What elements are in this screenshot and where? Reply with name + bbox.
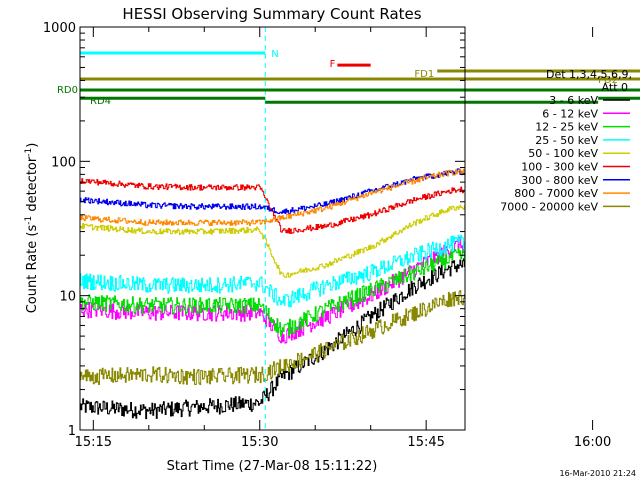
legend-label-7: 300 - 800 keV bbox=[521, 174, 598, 187]
y-axis-label-sup: -1 bbox=[24, 216, 34, 225]
y-axis-label-tail: detector bbox=[25, 156, 40, 216]
y-axis-label-sup2: -1 bbox=[24, 148, 34, 157]
series-line-5-seg1 bbox=[80, 204, 465, 278]
series-line-1-seg1 bbox=[80, 258, 465, 420]
footer-timestamp: 16-Mar-2010 21:24 bbox=[560, 469, 637, 478]
flag-label-fd2: FD2 bbox=[598, 75, 618, 86]
x-tick-label-3: 15:45 bbox=[407, 435, 444, 450]
axes-layer: 110100100015:1515:3015:4516:0016:1516:30… bbox=[43, 21, 611, 450]
legend-label-9: 7000 - 20000 keV bbox=[500, 200, 598, 213]
legend-header-2: Att 0 bbox=[602, 81, 628, 94]
series-layer bbox=[80, 168, 465, 420]
flag-label-fd1: FD1 bbox=[414, 69, 434, 80]
y-axis-label-end: ) bbox=[25, 143, 40, 148]
legend-header-1: Det 1,3,4,5,6,9, bbox=[546, 68, 632, 81]
y-tick-label-2: 10 bbox=[59, 290, 76, 305]
x-tick-label-1: 15:15 bbox=[75, 435, 112, 450]
flag-label-n: N bbox=[271, 49, 278, 60]
legend-label-2: 6 - 12 keV bbox=[542, 107, 598, 120]
flag-layer: NSFFD1FD2RD0RD4 bbox=[57, 49, 640, 107]
y-tick-label-1: 1 bbox=[68, 424, 76, 439]
legend-label-5: 50 - 100 keV bbox=[528, 147, 598, 160]
series-line-3-seg1 bbox=[80, 247, 465, 337]
series-line-4-seg1 bbox=[80, 234, 465, 308]
chart-title: HESSI Observing Summary Count Rates bbox=[122, 5, 421, 23]
legend-label-1: 3 - 6 keV bbox=[549, 94, 598, 107]
series-line-8-seg1 bbox=[80, 168, 465, 227]
legend-label-6: 100 - 300 keV bbox=[521, 161, 598, 174]
legend-label-8: 800 - 7000 keV bbox=[514, 187, 598, 200]
legend-label-4: 25 - 50 keV bbox=[535, 134, 598, 147]
series-line-9-seg1 bbox=[80, 290, 465, 385]
y-tick-label-3: 100 bbox=[51, 155, 76, 170]
flag-label-f: F bbox=[330, 59, 336, 70]
x-tick-label-4: 16:00 bbox=[574, 435, 611, 450]
plot-frame bbox=[79, 26, 466, 431]
y-tick-label-4: 1000 bbox=[43, 21, 76, 36]
x-tick-label-2: 15:30 bbox=[241, 435, 278, 450]
legend-label-3: 12 - 25 keV bbox=[535, 121, 598, 134]
y-axis-label-main: Count Rate (s bbox=[25, 225, 40, 314]
series-line-6-seg1 bbox=[80, 178, 465, 234]
series-line-7-seg1 bbox=[80, 168, 465, 215]
flag-label-rd4: RD4 bbox=[90, 96, 111, 107]
x-axis-label: Start Time (27-Mar-08 15:11:22) bbox=[167, 459, 378, 474]
y-axis-label: Count Rate (s-1 detector-1) bbox=[24, 143, 40, 314]
flag-label-rd0: RD0 bbox=[57, 85, 78, 96]
vline-layer bbox=[79, 27, 266, 430]
